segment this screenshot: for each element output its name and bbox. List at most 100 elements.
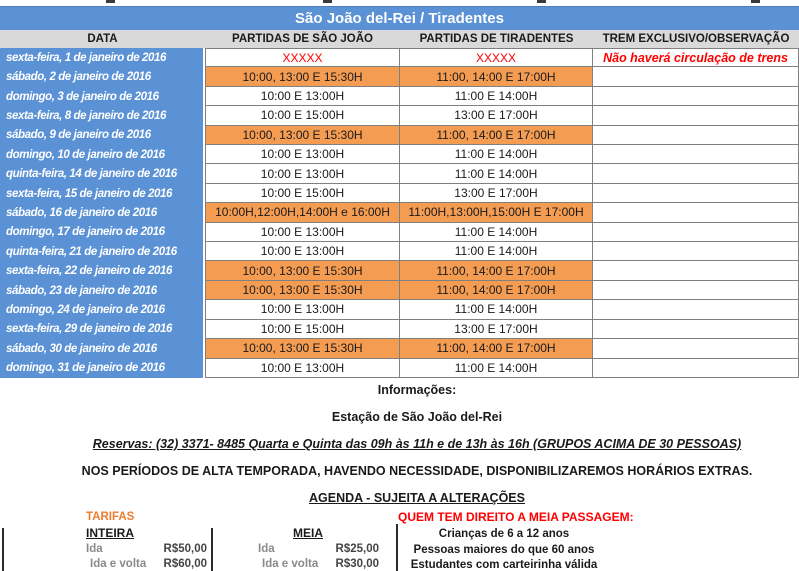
tiradentes-departures-cell: 13:00 E 17:00H bbox=[400, 183, 593, 204]
table-row: sexta-feira, 22 de janeiro de 2016 10:00… bbox=[0, 261, 799, 281]
table-row: sexta-feira, 1 de janeiro de 2016 XXXXX … bbox=[0, 48, 799, 68]
observation-cell bbox=[593, 358, 799, 378]
tiradentes-departures-cell: 11:00, 14:00 E 17:00H bbox=[400, 125, 593, 146]
table-row: sexta-feira, 15 de janeiro de 2016 10:00… bbox=[0, 183, 799, 204]
gridline-remnant bbox=[751, 0, 760, 3]
date-cell: sábado, 23 de janeiro de 2016 bbox=[0, 280, 205, 301]
fare-price: R$60,00 bbox=[163, 558, 207, 570]
fare-row: Ida R$50,00 bbox=[86, 543, 207, 555]
fare-trip-label: Ida e volta bbox=[90, 558, 147, 570]
half-fare-eligibility-list: Crianças de 6 a 12 anos Pessoas maiores … bbox=[398, 527, 610, 571]
date-cell: sábado, 2 de janeiro de 2016 bbox=[0, 67, 205, 87]
date-cell: sexta-feira, 1 de janeiro de 2016 bbox=[0, 48, 205, 68]
sao-joao-departures-cell: 10:00, 13:00 E 15:30H bbox=[205, 261, 400, 281]
sao-joao-departures-cell: 10:00 E 15:00H bbox=[205, 319, 400, 340]
page-title: São João del-Rei / Tiradentes bbox=[0, 6, 799, 30]
half-fare-eligibility-heading: QUEM TEM DIREITO A MEIA PASSAGEM: bbox=[398, 510, 634, 524]
tiradentes-departures-cell: 11:00 E 14:00H bbox=[400, 164, 593, 184]
table-row: sábado, 2 de janeiro de 2016 10:00, 13:0… bbox=[0, 67, 799, 87]
observation-cell bbox=[593, 280, 799, 301]
tiradentes-departures-cell: 11:00, 14:00 E 17:00H bbox=[400, 339, 593, 359]
footer-border-line bbox=[211, 528, 213, 571]
table-header-row: DATA PARTIDAS DE SÃO JOÃO PARTIDAS DE TI… bbox=[0, 30, 799, 48]
tiradentes-departures-cell: 11:00, 14:00 E 17:00H bbox=[400, 67, 593, 87]
sao-joao-departures-cell: 10:00 E 13:00H bbox=[205, 86, 400, 107]
observation-cell bbox=[593, 319, 799, 340]
tiradentes-departures-cell: 11:00 E 14:00H bbox=[400, 358, 593, 378]
fare-row: Ida e volta R$60,00 bbox=[86, 558, 207, 570]
header-partidas-sao-joao: PARTIDAS DE SÃO JOÃO bbox=[205, 30, 400, 48]
list-item: Estudantes com carteirinha válida bbox=[410, 559, 598, 571]
observation-cell bbox=[593, 203, 799, 223]
table-row: sábado, 23 de janeiro de 2016 10:00, 13:… bbox=[0, 280, 799, 301]
half-fare-label: MEIA bbox=[293, 526, 323, 540]
fare-price: R$50,00 bbox=[163, 543, 207, 555]
sao-joao-departures-cell: 10:00 E 13:00H bbox=[205, 145, 400, 165]
sao-joao-departures-cell: 10:00 E 13:00H bbox=[205, 242, 400, 262]
date-cell: sábado, 16 de janeiro de 2016 bbox=[0, 203, 205, 223]
table-row: domingo, 17 de janeiro de 2016 10:00 E 1… bbox=[0, 222, 799, 243]
tariffs-heading: TARIFAS bbox=[86, 511, 135, 523]
info-heading: Informações: bbox=[377, 383, 457, 397]
sao-joao-departures-cell: 10:00, 13:00 E 15:30H bbox=[205, 280, 400, 301]
table-row: quinta-feira, 14 de janeiro de 2016 10:0… bbox=[0, 164, 799, 184]
date-cell: sexta-feira, 29 de janeiro de 2016 bbox=[0, 319, 205, 340]
list-item: Crianças de 6 a 12 anos bbox=[438, 528, 570, 540]
observation-cell bbox=[593, 261, 799, 281]
header-trem-exclusivo-observacao: TREM EXCLUSIVO/OBSERVAÇÃO bbox=[593, 30, 799, 48]
tiradentes-departures-cell: 13:00 E 17:00H bbox=[400, 106, 593, 126]
tiradentes-departures-cell: XXXXX bbox=[400, 48, 593, 68]
sao-joao-departures-cell: 10:00H,12:00H,14:00H e 16:00H bbox=[205, 203, 400, 223]
tiradentes-departures-cell: 11:00, 14:00 E 17:00H bbox=[400, 280, 593, 301]
tiradentes-departures-cell: 11:00 E 14:00H bbox=[400, 145, 593, 165]
info-agenda-note: AGENDA - SUJEITA A ALTERAÇÕES bbox=[309, 491, 525, 505]
full-fare-block: INTEIRA Ida R$50,00 Ida e volta R$60,00 bbox=[86, 526, 207, 570]
observation-cell bbox=[593, 339, 799, 359]
table-row: sábado, 16 de janeiro de 2016 10:00H,12:… bbox=[0, 203, 799, 223]
observation-cell bbox=[593, 164, 799, 184]
sao-joao-departures-cell: 10:00, 13:00 E 15:30H bbox=[205, 125, 400, 146]
footer-border-line bbox=[396, 524, 398, 571]
observation-cell bbox=[593, 67, 799, 87]
sao-joao-departures-cell: 10:00 E 13:00H bbox=[205, 300, 400, 320]
date-cell: domingo, 24 de janeiro de 2016 bbox=[0, 300, 205, 320]
info-station: Estação de São João del-Rei bbox=[331, 410, 503, 424]
list-item: Pessoas maiores do que 60 anos bbox=[413, 543, 595, 556]
fare-row: Ida R$25,00 bbox=[258, 543, 379, 555]
table-row: sexta-feira, 8 de janeiro de 2016 10:00 … bbox=[0, 106, 799, 126]
date-cell: domingo, 31 de janeiro de 2016 bbox=[0, 358, 205, 378]
table-row: domingo, 3 de janeiro de 2016 10:00 E 13… bbox=[0, 86, 799, 107]
gridline-remnant bbox=[323, 0, 332, 3]
footer-border-line bbox=[2, 528, 4, 571]
fare-trip-label: Ida e volta bbox=[262, 558, 319, 570]
observation-cell bbox=[593, 222, 799, 243]
date-cell: domingo, 10 de janeiro de 2016 bbox=[0, 145, 205, 165]
gridline-remnant bbox=[537, 0, 546, 3]
fare-price: R$30,00 bbox=[335, 558, 379, 570]
header-partidas-tiradentes: PARTIDAS DE TIRADENTES bbox=[400, 30, 593, 48]
fare-row: Ida e volta R$30,00 bbox=[258, 558, 379, 570]
tiradentes-departures-cell: 11:00 E 14:00H bbox=[400, 300, 593, 320]
tiradentes-departures-cell: 11:00, 14:00 E 17:00H bbox=[400, 261, 593, 281]
table-row: domingo, 31 de janeiro de 2016 10:00 E 1… bbox=[0, 358, 799, 378]
date-cell: domingo, 17 de janeiro de 2016 bbox=[0, 222, 205, 243]
table-row: sexta-feira, 29 de janeiro de 2016 10:00… bbox=[0, 319, 799, 340]
sao-joao-departures-cell: 10:00 E 13:00H bbox=[205, 164, 400, 184]
fare-trip-label: Ida bbox=[86, 543, 103, 555]
date-cell: sexta-feira, 15 de janeiro de 2016 bbox=[0, 183, 205, 204]
sao-joao-departures-cell: 10:00, 13:00 E 15:30H bbox=[205, 339, 400, 359]
info-reservations: Reservas: (32) 3371- 8485 Quarta e Quint… bbox=[92, 437, 742, 451]
table-row: quinta-feira, 21 de janeiro de 2016 10:0… bbox=[0, 242, 799, 262]
sao-joao-departures-cell: 10:00 E 15:00H bbox=[205, 106, 400, 126]
table-row: sábado, 30 de janeiro de 2016 10:00, 13:… bbox=[0, 339, 799, 359]
sao-joao-departures-cell: 10:00 E 13:00H bbox=[205, 358, 400, 378]
tiradentes-departures-cell: 11:00 E 14:00H bbox=[400, 222, 593, 243]
fare-price: R$25,00 bbox=[335, 543, 379, 555]
half-fare-eligibility: QUEM TEM DIREITO A MEIA PASSAGEM: Crianç… bbox=[398, 510, 634, 571]
date-cell: sexta-feira, 22 de janeiro de 2016 bbox=[0, 261, 205, 281]
observation-cell bbox=[593, 106, 799, 126]
table-rows: sexta-feira, 1 de janeiro de 2016 XXXXX … bbox=[0, 48, 799, 378]
table-row: domingo, 10 de janeiro de 2016 10:00 E 1… bbox=[0, 145, 799, 165]
full-fare-label: INTEIRA bbox=[86, 526, 134, 540]
observation-cell: Não haverá circulação de trens bbox=[593, 48, 799, 68]
